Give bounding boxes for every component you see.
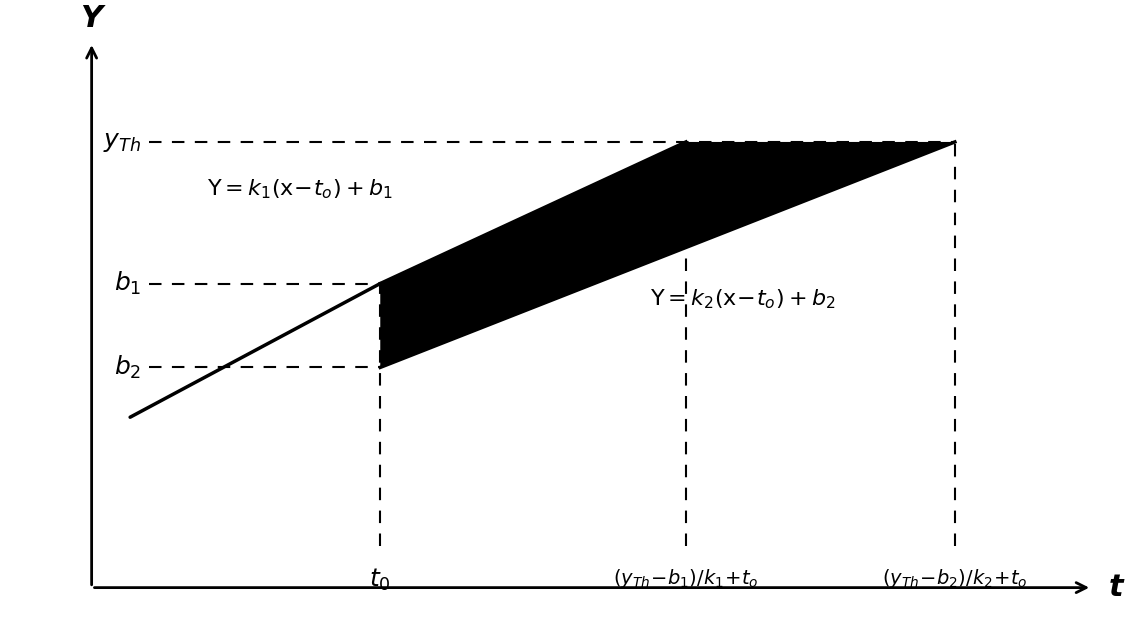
Text: $t_0$: $t_0$ [369,567,391,593]
Text: $b_2$: $b_2$ [114,354,142,381]
Text: $\mathrm{Y=}k_1\mathrm{(x\!-\!}t_o\mathrm{)+}b_1$: $\mathrm{Y=}k_1\mathrm{(x\!-\!}t_o\mathr… [207,177,393,201]
Text: Y: Y [81,4,102,33]
Text: $y_{Th}$: $y_{Th}$ [104,130,142,154]
Text: $(y_{Th}\!-\!b_1)/k_1\!+\!t_o$: $(y_{Th}\!-\!b_1)/k_1\!+\!t_o$ [613,567,758,590]
Polygon shape [380,142,955,367]
Text: t: t [1108,573,1123,602]
Text: $b_1$: $b_1$ [114,270,142,297]
Text: $(y_{Th}\!-\!b_2)/k_2\!+\!t_o$: $(y_{Th}\!-\!b_2)/k_2\!+\!t_o$ [882,567,1027,590]
Text: $\mathrm{Y=}k_2\mathrm{(x\!-\!}t_o\mathrm{)+}b_2$: $\mathrm{Y=}k_2\mathrm{(x\!-\!}t_o\mathr… [649,287,835,311]
